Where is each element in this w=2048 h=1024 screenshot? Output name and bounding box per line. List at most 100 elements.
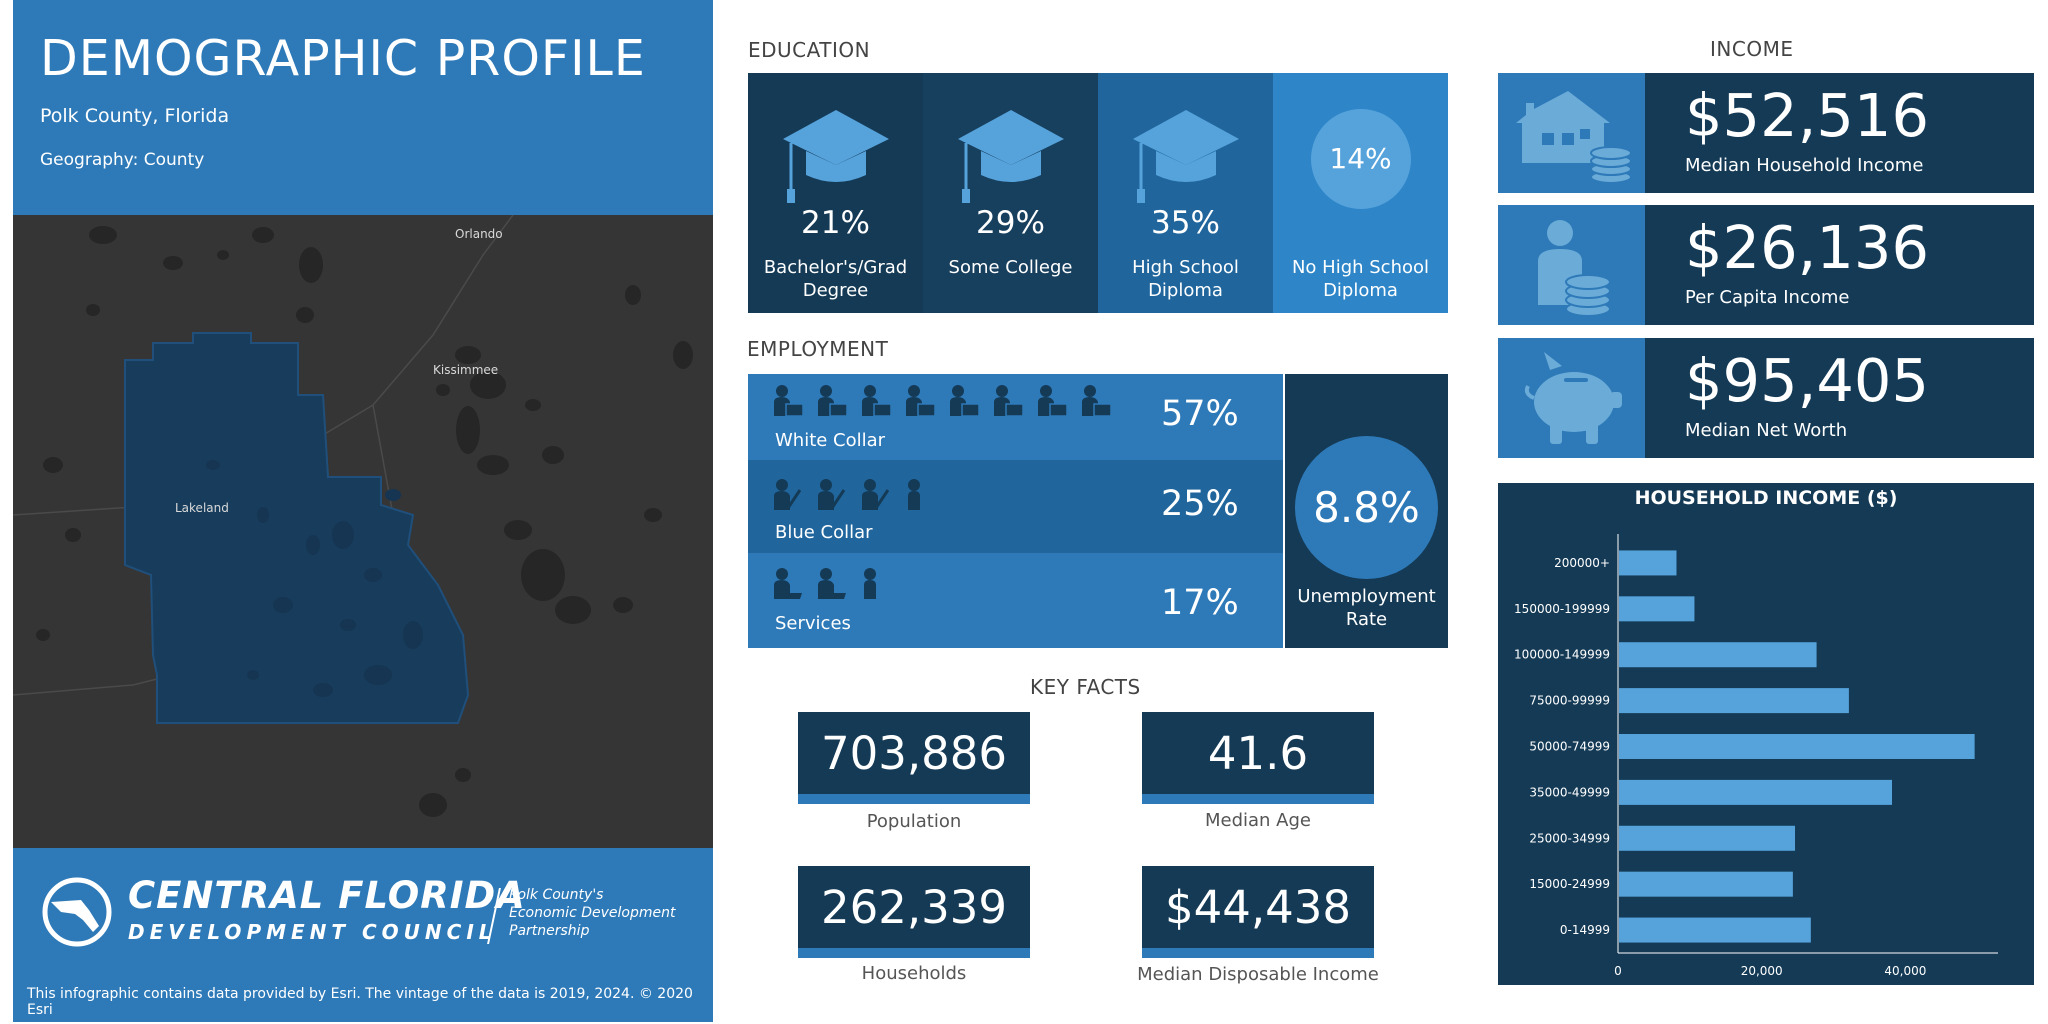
key-facts-title: KEY FACTS	[1030, 675, 1141, 699]
unemployment-rate-value: 8.8%	[1295, 436, 1438, 579]
x-tick-label: 20,000	[1741, 964, 1783, 978]
manual-worker-icon	[908, 479, 920, 510]
chart-bar	[1619, 917, 1811, 943]
chart-bar	[1619, 825, 1796, 851]
service-worker-icons	[772, 567, 880, 599]
median-household-income-value: $52,516	[1685, 81, 1929, 150]
disposable-income-value: $44,438	[1142, 866, 1374, 958]
x-tick-label: 40,000	[1884, 964, 1926, 978]
education-pct: 29%	[976, 205, 1045, 241]
category-label: 150000-199999	[1514, 602, 1610, 616]
logo-main-text: CENTRAL FLORIDA	[128, 874, 526, 917]
employment-label: Services	[775, 613, 851, 634]
education-item: 35% High School Diploma	[1098, 73, 1273, 313]
employment-label: White Collar	[775, 430, 886, 451]
households-value: 262,339	[798, 866, 1030, 958]
education-circle-pct: 14%	[1310, 109, 1411, 209]
median-age-value: 41.6	[1142, 712, 1374, 804]
median-net-worth-value: $95,405	[1685, 346, 1929, 415]
florida-logo-icon	[42, 877, 112, 947]
logo-sub-text: DEVELOPMENT COUNCIL	[128, 920, 497, 944]
chart-bar	[1619, 550, 1677, 576]
education-item: 29% Some College	[923, 73, 1098, 313]
per-capita-income-value: $26,136	[1685, 213, 1929, 282]
person-coins-icon	[1538, 220, 1611, 317]
disposable-income-label: Median Disposable Income	[1137, 964, 1379, 985]
manual-worker-icon	[774, 479, 802, 510]
employment-panel: White Collar 57% Blue Collar 25% Service…	[748, 374, 1448, 648]
map-label-kissimmee: Kissimmee	[433, 363, 499, 377]
category-label: 0-14999	[1560, 923, 1610, 937]
logo-side-line: Polk County's	[509, 887, 604, 903]
logo-side-line: Partnership	[509, 923, 590, 939]
category-label: 100000-149999	[1514, 648, 1610, 662]
chart-plot: 200000+ 150000-199999 100000-149999 75000-9…	[1514, 534, 1998, 978]
households-label: Households	[861, 963, 967, 984]
population-value: 703,886	[798, 712, 1030, 804]
unemployment-label-line: Unemployment	[1297, 586, 1436, 607]
service-worker-icon	[864, 568, 876, 599]
manual-worker-icons	[772, 478, 924, 510]
education-label-line: Diploma	[1148, 280, 1223, 301]
population-label: Population	[866, 811, 962, 832]
category-label: 25000-34999	[1529, 831, 1610, 845]
income-item: $26,136 Per Capita Income	[1498, 205, 2034, 325]
employment-row: White Collar 57%	[748, 374, 1283, 460]
education-panel: 21% Bachelor's/Grad Degree 29% Some Coll…	[748, 73, 1448, 313]
county-map[interactable]: Orlando Kissimmee Lakeland	[13, 215, 713, 848]
household-income-chart: HOUSEHOLD INCOME ($) 200000+ 150000-19999…	[1498, 483, 2034, 985]
income-item: $52,516 Median Household Income	[1498, 73, 2034, 193]
category-label: 200000+	[1554, 556, 1610, 570]
graduation-cap-icon	[782, 110, 889, 203]
graduation-cap-icon	[957, 110, 1064, 203]
employment-pct: 25%	[1161, 484, 1239, 524]
category-label: 15000-24999	[1529, 877, 1610, 891]
employment-pct: 57%	[1161, 394, 1239, 434]
office-worker-icon	[862, 385, 892, 416]
education-label: High School Diploma	[1098, 256, 1273, 302]
service-worker-icon	[818, 568, 846, 599]
income-icon-box	[1498, 73, 1645, 193]
education-label-line: Some College	[948, 257, 1073, 278]
employment-label: Blue Collar	[775, 522, 873, 543]
chart-bar	[1619, 596, 1695, 622]
education-label: Bachelor's/Grad Degree	[748, 256, 923, 302]
office-worker-icon	[774, 385, 804, 416]
employment-pct: 17%	[1161, 583, 1239, 623]
office-worker-icon	[906, 385, 936, 416]
geography-label: Geography: County	[40, 150, 205, 170]
income-icon-box	[1498, 338, 1645, 458]
education-pct: 35%	[1151, 205, 1220, 241]
income-body: $26,136 Per Capita Income	[1645, 205, 2034, 325]
office-worker-icon	[1082, 385, 1112, 416]
office-worker-icons	[772, 384, 1112, 416]
category-label: 35000-49999	[1529, 785, 1610, 799]
education-label-line: Diploma	[1323, 280, 1398, 301]
education-label-line: High School	[1132, 257, 1239, 278]
left-panel: DEMOGRAPHIC PROFILE Polk County, Florida…	[13, 0, 713, 1022]
chart-bar	[1619, 688, 1849, 714]
office-worker-icon	[818, 385, 848, 416]
employment-row: Blue Collar 25%	[748, 460, 1283, 553]
page-title: DEMOGRAPHIC PROFILE	[40, 30, 646, 87]
unemployment-label-line: Rate	[1345, 609, 1388, 630]
median-net-worth-label: Median Net Worth	[1685, 420, 1848, 441]
chart-bar	[1619, 734, 1975, 759]
chart-bar	[1619, 871, 1793, 897]
chart-title: HOUSEHOLD INCOME ($)	[1634, 487, 1898, 509]
graduation-cap-icon	[1132, 110, 1239, 203]
footer-logo-area: CENTRAL FLORIDA DEVELOPMENT COUNCIL Polk…	[13, 848, 713, 1022]
education-label-line: Bachelor's/Grad	[763, 257, 908, 278]
income-body: $52,516 Median Household Income	[1645, 73, 2034, 193]
education-label: No High School Diploma	[1273, 256, 1448, 302]
education-item: 14% No High School Diploma	[1273, 73, 1448, 313]
office-worker-icon	[950, 385, 980, 416]
median-age-label: Median Age	[1204, 810, 1311, 831]
income-item: $95,405 Median Net Worth	[1498, 338, 2034, 458]
employment-title: EMPLOYMENT	[747, 337, 889, 361]
manual-worker-icon	[862, 479, 890, 510]
manual-worker-icon	[818, 479, 846, 510]
house-coins-icon	[1516, 91, 1632, 184]
x-tick-label: 0	[1614, 964, 1622, 978]
logo-side-line: Economic Development	[509, 905, 676, 921]
